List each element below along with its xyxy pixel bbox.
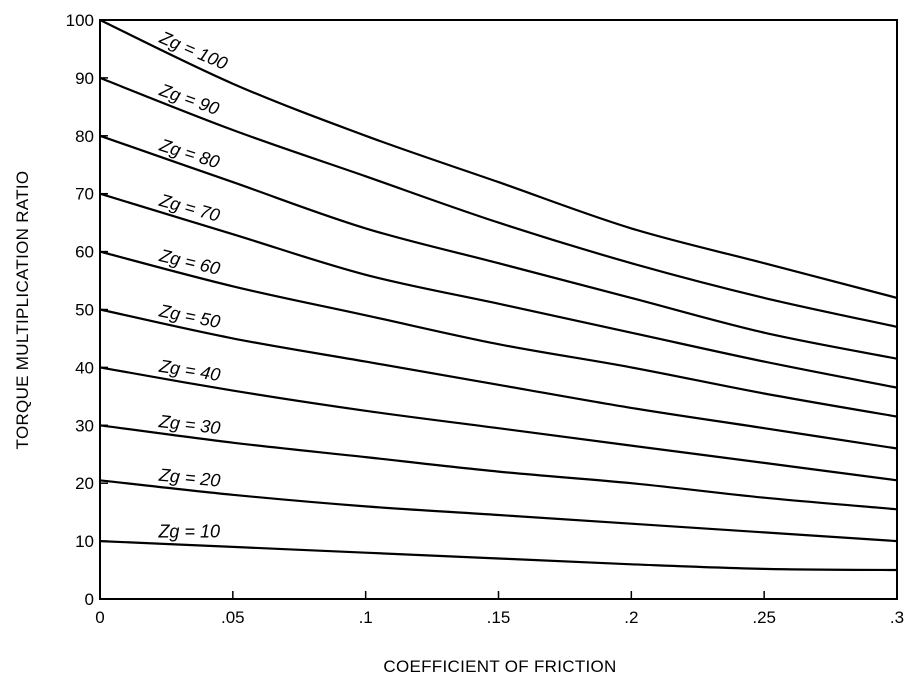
curve-label: Zg = 100: [156, 27, 231, 74]
curve-line: [99, 134, 898, 360]
curve-line: [99, 250, 898, 418]
curve-label: Zg = 40: [157, 356, 222, 385]
y-tick-label: 80: [75, 127, 94, 146]
curve-label: Zg = 60: [157, 245, 222, 279]
x-axis-title: COEFFICIENT OF FRICTION: [383, 657, 616, 676]
y-tick-label: 20: [75, 474, 94, 493]
x-tick-label: .3: [890, 608, 904, 627]
x-axis-ticks: 0 .05 .1 .15 .2 .25 .3: [95, 591, 904, 627]
y-tick-label: 10: [75, 532, 94, 551]
x-tick-label: .15: [487, 608, 511, 627]
curve-line: [99, 366, 898, 482]
curve-line: [99, 308, 898, 450]
curves: [99, 19, 898, 572]
x-tick-label: .1: [359, 608, 373, 627]
curve-line: [99, 540, 898, 572]
curve-line: [99, 424, 898, 511]
curve-line: [99, 479, 898, 543]
y-tick-label: 0: [85, 590, 94, 609]
y-tick-label: 50: [75, 301, 94, 320]
curve-label: Zg = 50: [157, 300, 222, 332]
y-tick-label: 70: [75, 185, 94, 204]
y-tick-label: 30: [75, 416, 94, 435]
x-tick-label: 0: [95, 608, 104, 627]
y-tick-label: 100: [66, 11, 94, 30]
plot-frame: [99, 19, 898, 600]
x-tick-label: .25: [752, 608, 776, 627]
x-tick-label: .2: [624, 608, 638, 627]
x-tick-label: .05: [221, 608, 245, 627]
y-tick-label: 40: [75, 358, 94, 377]
curve-label: Zg = 10: [157, 522, 220, 542]
curve-line: [99, 19, 898, 299]
y-tick-label: 90: [75, 69, 94, 88]
curve-line: [99, 192, 898, 389]
y-axis-title: TORQUE MULTIPLICATION RATIO: [13, 171, 32, 450]
y-tick-label: 60: [75, 243, 94, 262]
curve-line: [99, 76, 898, 328]
